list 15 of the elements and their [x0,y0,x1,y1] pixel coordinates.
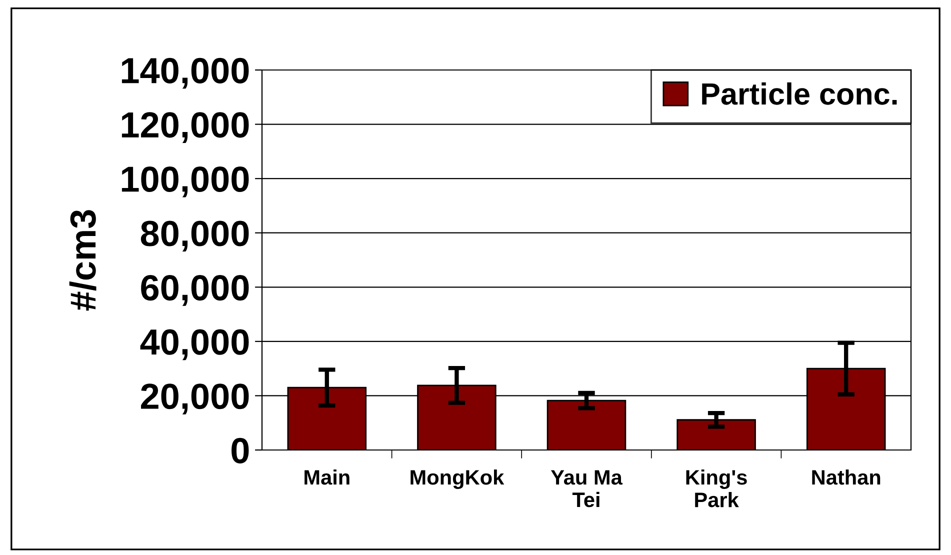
y-tick-label: 120,000 [122,112,249,143]
y-tick-label: 100,000 [122,166,249,198]
y-tick-label: 140,000 [122,58,249,89]
y-tick-label: 20,000 [141,384,249,414]
y-tick-label: 40,000 [140,329,249,360]
x-tick-label: King's Park [686,469,747,508]
legend-label: Particle conc. [702,82,897,105]
y-axis-title: #/cm3 [69,210,96,311]
y-tick-label: 80,000 [140,220,249,252]
x-tick-label: Main [304,469,350,485]
x-tick-label: Nathan [812,469,880,485]
y-tick-label: 0 [232,438,249,464]
y-tick-label: 60,000 [141,275,249,306]
x-tick-label: Yau Ma Tei [550,470,623,508]
x-tick-label: MongKok [410,469,504,489]
